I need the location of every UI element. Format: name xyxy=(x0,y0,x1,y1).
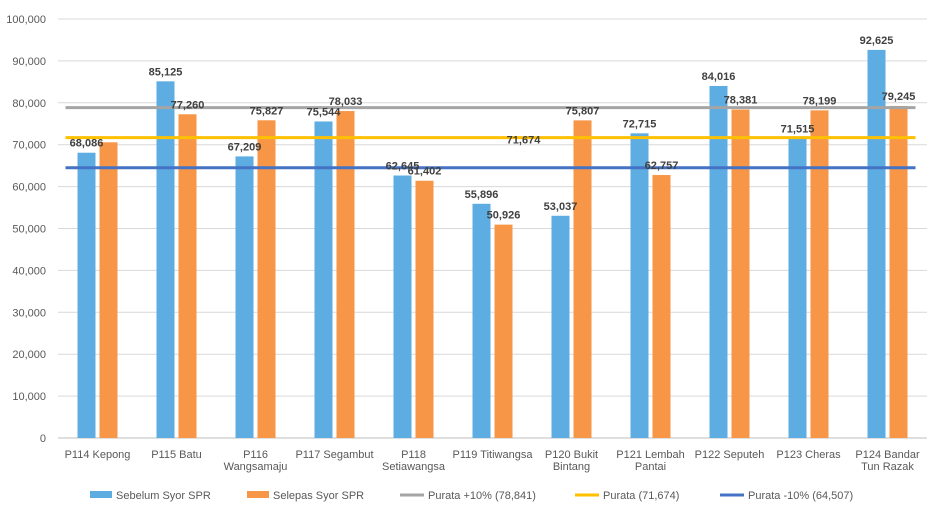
x-category-label: P120 Bukit xyxy=(545,449,598,461)
y-tick-label: 10,000 xyxy=(12,391,46,403)
legend-label: Sebelum Syor SPR xyxy=(116,490,211,502)
reference-lines xyxy=(65,106,916,170)
data-label: 75,807 xyxy=(566,105,600,117)
data-label: 68,086 xyxy=(70,138,104,150)
bar-sebelum xyxy=(77,152,96,438)
x-category-label: Wangsamaju xyxy=(224,461,288,473)
x-category-label: P122 Seputeh xyxy=(695,449,765,461)
bar-selepas xyxy=(731,109,750,438)
y-tick-label: 30,000 xyxy=(12,307,46,319)
x-category-label: P117 Segambut xyxy=(295,449,373,461)
x-category-label: P114 Kepong xyxy=(65,449,131,461)
x-category-label: P119 Titiwangsa xyxy=(453,449,534,461)
y-tick-label: 0 xyxy=(40,433,46,445)
data-label: 78,199 xyxy=(803,95,837,107)
bars xyxy=(77,49,908,439)
data-label: 50,926 xyxy=(487,210,521,222)
y-tick-label: 50,000 xyxy=(12,224,46,236)
data-label: 84,016 xyxy=(702,71,736,83)
x-category-label: Setiawangsa xyxy=(382,461,446,473)
data-label: 62,645 xyxy=(386,161,420,173)
y-tick-label: 80,000 xyxy=(12,98,46,110)
bar-sebelum xyxy=(393,175,412,438)
legend-label: Purata (71,674) xyxy=(603,490,679,502)
x-category-label: P116 xyxy=(243,449,268,461)
bar-selepas xyxy=(810,110,829,438)
y-tick-label: 100,000 xyxy=(6,14,46,26)
data-label: 77,260 xyxy=(171,99,205,111)
legend-swatch xyxy=(247,491,269,498)
data-label: 75,827 xyxy=(250,105,284,117)
data-label: 53,037 xyxy=(544,201,578,213)
bar-selepas xyxy=(336,111,355,438)
reference-line-label: 71,674 xyxy=(507,135,542,147)
data-label: 78,033 xyxy=(329,96,363,108)
data-label: 61,402 xyxy=(408,166,442,178)
gridlines xyxy=(58,18,927,439)
bar-selepas xyxy=(257,120,276,439)
x-category-label: Pantai xyxy=(635,461,666,473)
y-tick-label: 20,000 xyxy=(12,349,46,361)
x-category-label: P121 Lembah xyxy=(616,449,685,461)
x-category-label: P118 xyxy=(401,449,426,461)
data-label: 85,125 xyxy=(149,66,183,78)
data-label: 75,544 xyxy=(307,106,342,118)
y-axis-ticks: 0 10,000 20,000 30,000 40,000 50,000 60,000 70,… xyxy=(6,14,46,445)
data-labels: 68,086 85,125 67,209 75,544 62,645 55,896 53,0… xyxy=(70,35,916,222)
bar-sebelum xyxy=(709,85,728,438)
bar-selepas xyxy=(573,120,592,439)
y-tick-label: 60,000 xyxy=(12,182,46,194)
legend: Sebelum Syor SPR Selepas Syor SPR Purata +… xyxy=(90,490,853,502)
x-category-label: Tun Razak xyxy=(861,461,914,473)
data-label: 79,245 xyxy=(882,91,916,103)
data-label: 55,896 xyxy=(465,189,499,201)
bar-sebelum xyxy=(867,49,886,439)
x-category-label: P123 Cheras xyxy=(776,449,841,461)
bar-sebelum xyxy=(630,133,649,438)
bar-selepas xyxy=(494,224,513,438)
y-tick-label: 90,000 xyxy=(12,56,46,68)
legend-label: Purata -10% (64,507) xyxy=(748,490,853,502)
bar-selepas xyxy=(99,142,118,439)
y-tick-label: 40,000 xyxy=(12,265,46,277)
data-label: 67,209 xyxy=(228,141,262,153)
x-category-label: Bintang xyxy=(553,461,590,473)
bar-sebelum xyxy=(235,156,254,438)
data-label: 71,515 xyxy=(781,123,815,135)
bar-sebelum xyxy=(788,138,807,438)
x-category-label: P124 Bandar xyxy=(855,449,920,461)
bar-selepas xyxy=(178,114,197,438)
bar-sebelum xyxy=(551,215,570,438)
x-category-label: P115 Batu xyxy=(151,449,202,461)
bar-sebelum xyxy=(314,121,333,438)
bar-sebelum xyxy=(156,81,175,439)
legend-label: Selepas Syor SPR xyxy=(273,490,364,502)
y-tick-label: 70,000 xyxy=(12,140,46,152)
bar-selepas xyxy=(652,175,671,439)
data-label: 62,757 xyxy=(645,160,679,172)
bar-selepas xyxy=(889,105,908,439)
bar-sebelum xyxy=(472,203,491,438)
legend-label: Purata +10% (78,841) xyxy=(428,490,536,502)
data-label: 78,381 xyxy=(724,95,758,107)
legend-swatch xyxy=(90,491,112,498)
data-label: 72,715 xyxy=(623,118,657,130)
bar-selepas xyxy=(415,180,434,438)
data-label: 92,625 xyxy=(860,35,894,47)
